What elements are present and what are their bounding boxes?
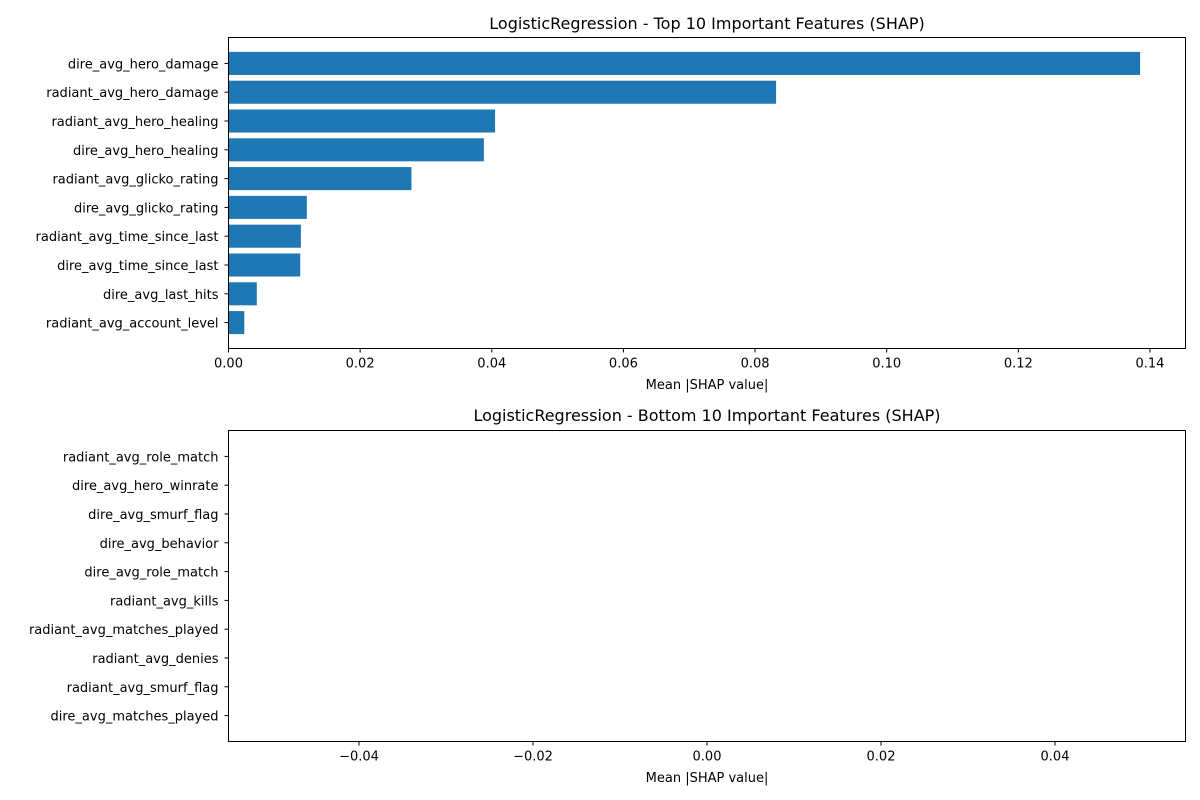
x-tick-label: −0.04 <box>339 750 379 765</box>
y-tick-label: radiant_avg_hero_damage <box>46 86 218 101</box>
x-tick-label: 0.00 <box>214 357 243 372</box>
x-tick-label: 0.02 <box>346 357 375 372</box>
y-tick-label: dire_avg_hero_damage <box>68 57 219 72</box>
x-tick-label: 0.10 <box>872 357 901 372</box>
chart-top-features: LogisticRegression - Top 10 Important Fe… <box>36 14 1186 393</box>
y-tick-label: dire_avg_glicko_rating <box>74 201 219 216</box>
y-axis: radiant_avg_account_level dire_avg_last_h… <box>36 57 229 331</box>
y-tick-label: dire_avg_matches_played <box>51 710 219 725</box>
bar-radiant_avg_hero_healing <box>229 109 496 132</box>
y-tick-label: radiant_avg_time_since_last <box>36 230 219 245</box>
x-tick-label: 0.00 <box>693 750 722 765</box>
x-tick-label: 0.12 <box>1004 357 1033 372</box>
x-axis-label: Mean |SHAP value| <box>646 771 769 786</box>
bar-dire_avg_last_hits <box>229 282 257 305</box>
y-tick-label: radiant_avg_hero_healing <box>51 115 218 130</box>
x-axis: 0.00 0.02 0.04 0.06 0.08 0.10 0.12 0.14 <box>214 349 1164 372</box>
bar-dire_avg_time_since_last <box>229 253 301 276</box>
y-axis: dire_avg_matches_played radiant_avg_smurf… <box>29 450 229 724</box>
y-tick-label: radiant_avg_smurf_flag <box>67 681 219 696</box>
bar-group <box>229 52 1141 334</box>
y-tick-label: dire_avg_behavior <box>100 537 220 552</box>
bar-radiant_avg_glicko_rating <box>229 167 412 190</box>
x-tick-label: 0.06 <box>609 357 638 372</box>
chart-title: LogisticRegression - Top 10 Important Fe… <box>489 14 924 33</box>
x-tick-label: 0.08 <box>741 357 770 372</box>
y-tick-label: radiant_avg_kills <box>110 594 219 609</box>
chart-bottom-features: LogisticRegression - Bottom 10 Important… <box>29 406 1186 786</box>
plot-frame <box>229 431 1186 742</box>
y-tick-label: dire_avg_hero_healing <box>73 144 219 159</box>
y-tick-label: dire_avg_hero_winrate <box>72 479 218 494</box>
y-tick-label: radiant_avg_denies <box>92 652 218 667</box>
x-tick-label: 0.04 <box>477 357 506 372</box>
bar-dire_avg_glicko_rating <box>229 196 307 219</box>
bar-radiant_avg_time_since_last <box>229 225 301 248</box>
y-tick-label: dire_avg_last_hits <box>103 288 219 303</box>
x-tick-label: 0.02 <box>867 750 896 765</box>
y-tick-label: radiant_avg_glicko_rating <box>52 173 218 188</box>
x-tick-label: 0.14 <box>1135 357 1164 372</box>
x-tick-label: 0.04 <box>1041 750 1070 765</box>
y-tick-label: dire_avg_smurf_flag <box>88 508 218 523</box>
y-tick-label: radiant_avg_role_match <box>63 450 219 465</box>
bar-dire_avg_hero_damage <box>229 52 1141 75</box>
bar-radiant_avg_account_level <box>229 311 245 334</box>
bar-radiant_avg_hero_damage <box>229 81 777 104</box>
x-axis-label: Mean |SHAP value| <box>646 378 769 393</box>
y-tick-label: dire_avg_role_match <box>84 566 218 581</box>
chart-title: LogisticRegression - Bottom 10 Important… <box>473 406 940 425</box>
x-tick-label: −0.02 <box>513 750 553 765</box>
y-tick-label: radiant_avg_matches_played <box>29 623 219 638</box>
x-axis: −0.04 −0.02 0.00 0.02 0.04 <box>339 742 1069 765</box>
bar-dire_avg_hero_healing <box>229 138 484 161</box>
y-tick-label: dire_avg_time_since_last <box>57 259 218 274</box>
y-tick-label: radiant_avg_account_level <box>46 317 219 332</box>
